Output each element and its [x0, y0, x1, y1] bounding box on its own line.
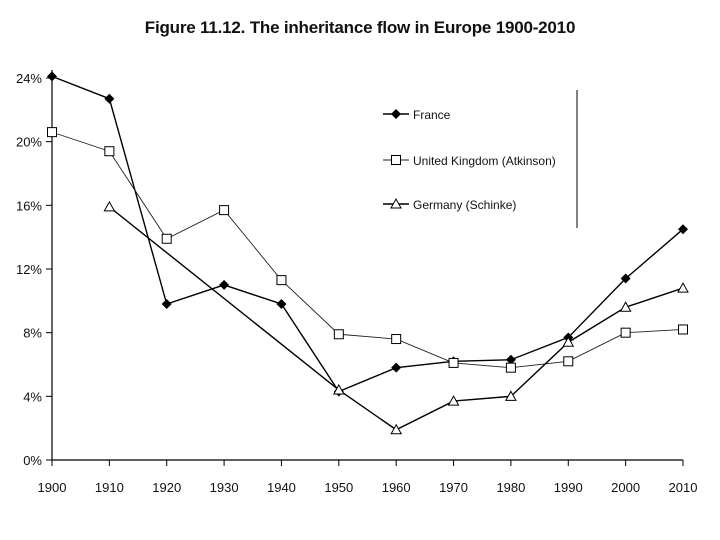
data-point-square — [620, 327, 631, 338]
x-tick-label: 1900 — [38, 480, 67, 495]
y-tick-label: 20% — [16, 135, 42, 150]
y-tick-label: 8% — [23, 326, 42, 341]
data-point-diamond — [620, 273, 631, 284]
legend-marker-united-kingdom-atkinson — [391, 155, 401, 165]
data-point-square — [563, 356, 574, 367]
y-tick-label: 4% — [23, 389, 42, 404]
data-point-triangle — [619, 301, 632, 312]
legend-label-uk: United Kingdom (Atkinson) — [413, 154, 556, 168]
series-france — [47, 71, 688, 397]
data-point-triangle — [677, 282, 689, 293]
data-point-triangle — [103, 200, 116, 212]
y-tick-label: 24% — [16, 71, 42, 86]
y-tick-label: 0% — [23, 453, 42, 468]
x-tick-label: 2010 — [669, 480, 698, 495]
legend-label-germany: Germany (Schinke) — [413, 198, 516, 212]
data-point-square — [448, 357, 459, 368]
data-point-diamond — [161, 299, 172, 310]
data-point-square — [219, 205, 230, 216]
data-point-square — [47, 127, 57, 138]
y-tick-label: 12% — [16, 262, 42, 277]
data-point-square — [161, 233, 172, 244]
data-point-triangle — [562, 336, 575, 347]
data-point-diamond — [505, 354, 516, 365]
legend-marker-france — [391, 109, 401, 119]
legend-marker-germany-schinke — [390, 197, 402, 209]
series-line — [51, 75, 684, 393]
data-point-triangle — [332, 383, 345, 395]
data-point-diamond — [391, 362, 402, 373]
legend-label-france: France — [413, 108, 451, 122]
data-point-diamond — [47, 71, 57, 82]
x-tick-label: 1980 — [496, 480, 525, 495]
x-tick-label: 1960 — [382, 480, 411, 495]
x-tick-label: 1910 — [95, 480, 124, 495]
data-point-diamond — [219, 279, 230, 290]
series-germany-schinke — [103, 200, 689, 435]
x-tick-label: 1950 — [324, 480, 353, 495]
x-tick-label: 1920 — [152, 480, 181, 495]
y-tick-label: 16% — [16, 198, 42, 213]
x-tick-label: 1970 — [439, 480, 468, 495]
chart-title: Figure 11.12. The inheritance flow in Eu… — [144, 18, 576, 37]
x-tick-label: 1930 — [210, 480, 239, 495]
series-united-kingdom-atkinson — [47, 127, 688, 373]
data-point-triangle — [447, 395, 460, 406]
legend: France United Kingdom (Atkinson) Germany… — [383, 90, 578, 228]
series-line — [51, 131, 684, 369]
axes: 0% 4% 8% 12% 16% 20% 24% 1900 1910 1920 1930 1940 19… — [16, 70, 697, 495]
x-tick-label: 1990 — [554, 480, 583, 495]
data-point-square — [104, 146, 115, 157]
data-point-square — [276, 275, 287, 286]
x-tick-label: 1940 — [267, 480, 296, 495]
data-point-diamond — [678, 224, 688, 235]
data-point-diamond — [276, 299, 287, 310]
data-point-square — [391, 334, 402, 345]
data-point-square — [333, 329, 344, 340]
data-point-square — [505, 362, 516, 373]
data-point-diamond — [104, 93, 115, 104]
data-point-triangle — [390, 423, 403, 435]
x-tick-label: 2000 — [611, 480, 640, 495]
series-line — [108, 206, 684, 431]
data-point-triangle — [505, 390, 517, 401]
data-point-square — [678, 324, 688, 335]
series-layer — [47, 71, 689, 435]
